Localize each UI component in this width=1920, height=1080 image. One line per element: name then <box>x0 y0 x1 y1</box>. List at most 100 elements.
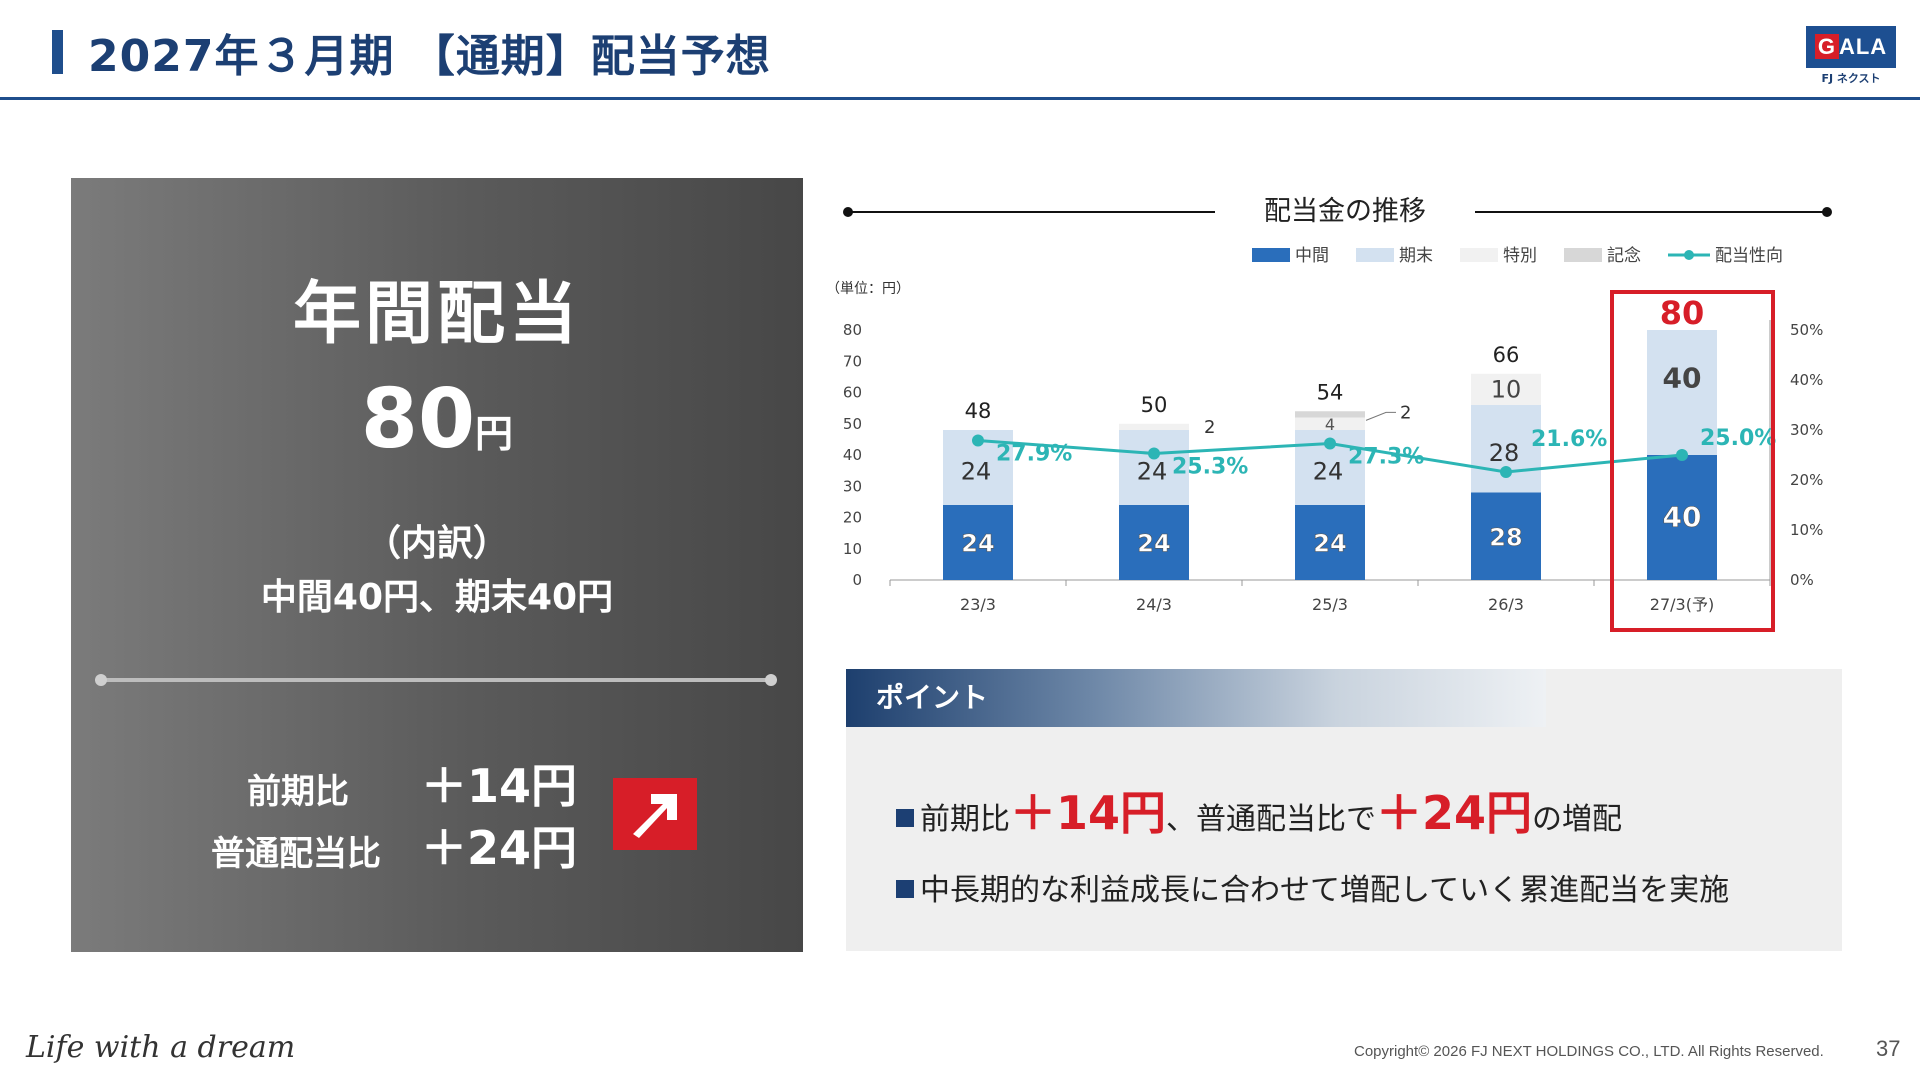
bar-special-label: 2 <box>1204 417 1215 438</box>
divider-dot-left <box>95 674 107 686</box>
title-rule-right-dot <box>1822 207 1832 217</box>
bar-interim <box>1471 492 1541 580</box>
legend-label-2: 特別 <box>1503 246 1537 266</box>
bar-total-label: 80 <box>1660 294 1705 332</box>
up-arrow-icon <box>613 778 697 850</box>
header-divider <box>0 97 1920 100</box>
payout-ratio-point <box>1500 466 1512 478</box>
y-tick-label: 70 <box>843 352 862 370</box>
bar-commemorative <box>1295 411 1365 418</box>
slogan: Life with a dream <box>26 1030 296 1065</box>
bar-special <box>1119 423 1189 430</box>
bar-interim <box>943 505 1013 580</box>
chart-title: 配当金の推移 <box>1264 196 1426 227</box>
legend-label-3: 記念 <box>1607 245 1641 266</box>
payout-ratio-label: 25.3% <box>1172 455 1248 480</box>
bar-interim-label: 24 <box>1313 530 1346 558</box>
bar-commemorative-label: 2 <box>1400 402 1411 423</box>
copyright: Copyright© 2026 FJ NEXT HOLDINGS CO., LT… <box>1354 1043 1824 1060</box>
payout-ratio-label: 27.9% <box>996 442 1072 467</box>
payout-ratio-label: 21.6% <box>1531 427 1607 452</box>
payout-ratio-point <box>1148 447 1160 460</box>
bar-total-label: 48 <box>965 399 992 423</box>
annual-dividend-amount: 80円 <box>71 372 803 467</box>
annual-dividend-title: 年間配当 <box>292 275 581 354</box>
bar-year-end <box>1119 430 1189 505</box>
panel-divider <box>101 678 771 682</box>
logo-mark: G ALA <box>1806 26 1896 68</box>
page-title: 2027年３月期 【通期】配当予想 <box>88 31 771 82</box>
y-tick-label: 40 <box>843 446 862 464</box>
title-accent-bar <box>52 30 63 74</box>
payout-ratio-point <box>1324 437 1336 450</box>
bar-commemorative-leader <box>1365 411 1396 421</box>
payout-ratio-point <box>972 434 984 447</box>
payout-ratio-label: 25.0% <box>1700 426 1776 451</box>
payout-ratio-label: 27.3% <box>1348 445 1424 470</box>
y2-tick-label: 30% <box>1790 421 1823 439</box>
bullet-square-icon <box>896 880 914 898</box>
x-tick-label: 25/3 <box>1312 595 1348 614</box>
ordinary-label: 普通配当比 <box>211 834 381 874</box>
divider-dot-right <box>765 674 777 686</box>
x-tick-label: 24/3 <box>1136 595 1172 614</box>
bar-special <box>1471 373 1541 405</box>
amount-unit: 円 <box>475 412 514 456</box>
y-tick-label: 10 <box>843 540 862 558</box>
logo-subtext: FJ ネクスト <box>1821 72 1881 85</box>
x-tick-label: 26/3 <box>1488 595 1524 614</box>
bar-special <box>1295 417 1365 430</box>
company-logo: G ALA FJ ネクスト <box>1806 26 1896 85</box>
bar-interim <box>1647 455 1717 580</box>
bar-year-end-label: 24 <box>1313 458 1344 486</box>
bar-year-end-label: 24 <box>961 458 992 486</box>
bar-interim-label: 40 <box>1663 501 1702 534</box>
breakdown-heading: （内訳） <box>364 523 509 564</box>
unit-label: （単位：円） <box>826 281 910 297</box>
bar-year-end-label: 24 <box>1137 458 1168 486</box>
y-tick-label: 0 <box>852 571 862 589</box>
bar-total-label: 50 <box>1141 393 1168 417</box>
point-line-1: 前期比＋14円、普通配当比で＋24円の増配 <box>896 777 1622 843</box>
legend-swatch-1 <box>1356 248 1394 262</box>
y-tick-label: 60 <box>843 384 862 402</box>
bar-interim <box>1119 505 1189 580</box>
payout-ratio-point <box>1676 449 1688 461</box>
legend-label-1: 期末 <box>1399 246 1433 266</box>
ordinary-value: ＋24円 <box>421 821 578 875</box>
yoy-label: 前期比 <box>247 772 349 812</box>
point-heading: ポイント <box>846 669 1546 727</box>
amount-value: 80 <box>360 372 476 467</box>
bar-interim <box>1295 505 1365 580</box>
bar-year-end <box>1647 330 1717 455</box>
annual-dividend-panel: 年間配当 80円 （内訳） 中間40円、期末40円 前期比 ＋14円 普通配当比… <box>71 178 803 952</box>
y-tick-label: 50 <box>843 415 862 433</box>
legend-label-0: 中間 <box>1295 246 1329 266</box>
y-tick-label: 30 <box>843 477 862 495</box>
bar-year-end-label: 28 <box>1489 439 1520 467</box>
point-line-2: 中長期的な利益成長に合わせて増配していく累進配当を実施 <box>896 865 1729 909</box>
bar-total-label: 66 <box>1493 343 1520 367</box>
legend-line-dot <box>1684 250 1694 260</box>
y2-tick-label: 50% <box>1790 321 1823 339</box>
bar-interim-label: 24 <box>1137 530 1170 558</box>
forecast-highlight-box <box>1610 290 1775 632</box>
y2-tick-label: 10% <box>1790 521 1823 539</box>
yoy-value: ＋14円 <box>421 759 578 813</box>
legend-swatch-2 <box>1460 248 1498 262</box>
x-tick-label: 27/3(予) <box>1650 595 1714 614</box>
x-tick-label: 23/3 <box>960 595 996 614</box>
point-box: ポイント 前期比＋14円、普通配当比で＋24円の増配 中長期的な利益成長に合わせ… <box>846 669 1842 951</box>
y-tick-label: 20 <box>843 509 862 527</box>
title-rule-left-dot <box>843 207 853 217</box>
y-tick-label: 80 <box>843 321 862 339</box>
y2-tick-label: 40% <box>1790 371 1823 389</box>
bar-interim-label: 24 <box>961 530 994 558</box>
page-number: 37 <box>1876 1036 1901 1061</box>
breakdown-detail: 中間40円、期末40円 <box>260 577 614 618</box>
bullet-square-icon <box>896 809 914 827</box>
bar-total-label: 54 <box>1317 380 1344 404</box>
bar-special-label: 10 <box>1491 375 1522 403</box>
y2-tick-label: 20% <box>1790 471 1823 489</box>
